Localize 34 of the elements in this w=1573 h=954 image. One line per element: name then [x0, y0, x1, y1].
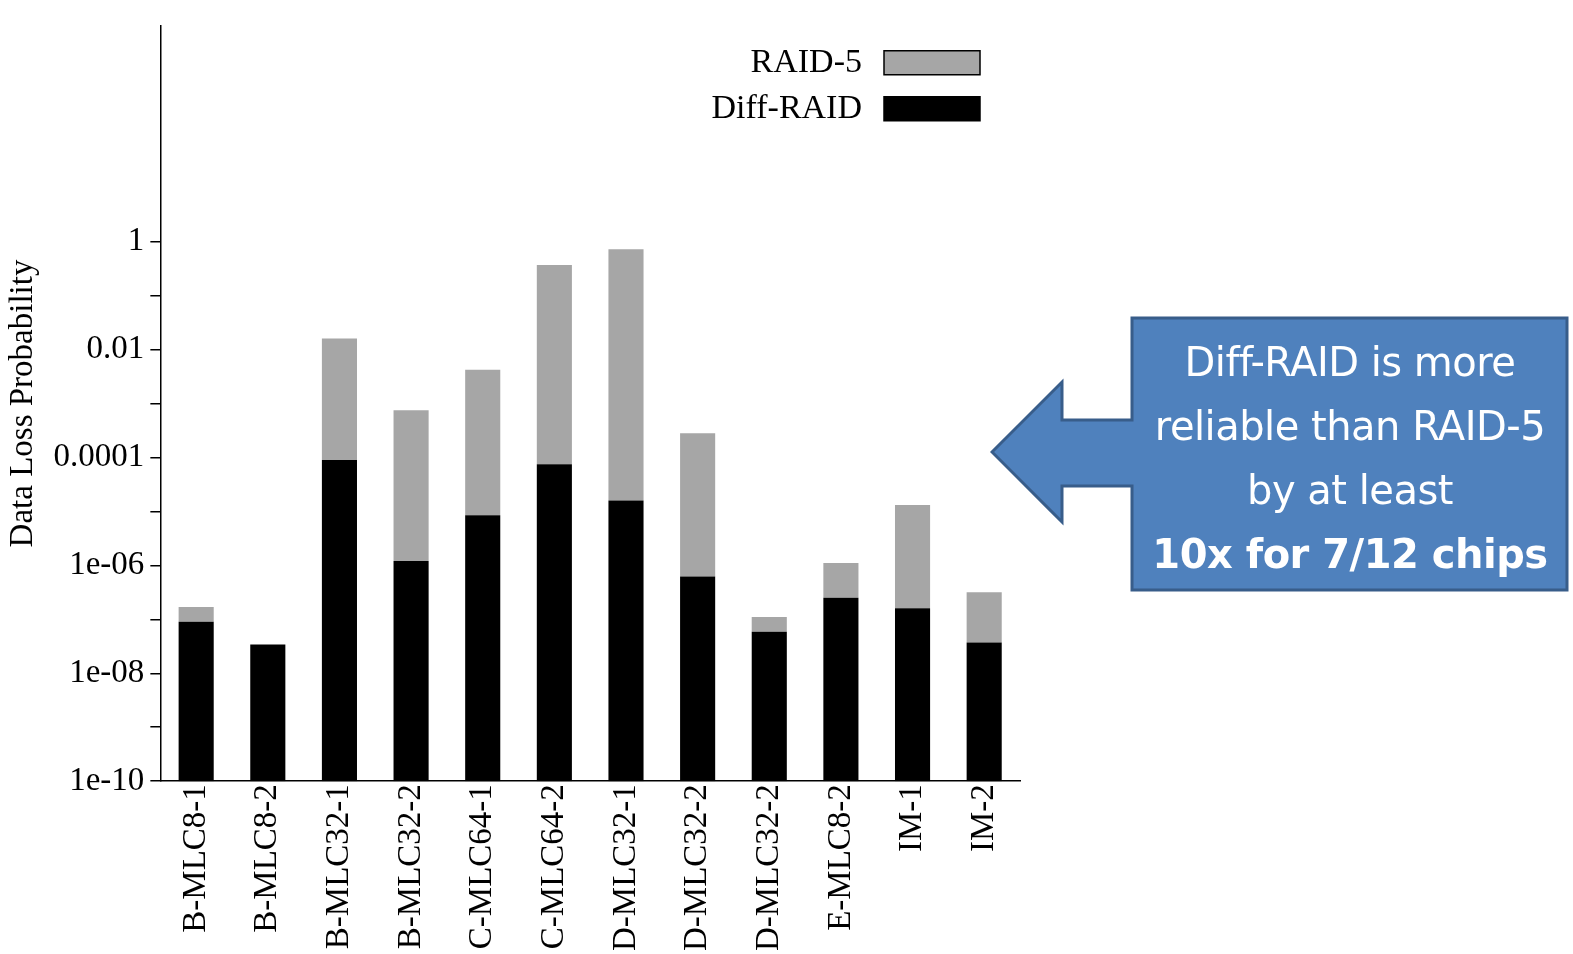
- x-tick-label: E-MLC8-2: [820, 784, 857, 931]
- bar: [536, 264, 572, 465]
- bar: [751, 617, 787, 632]
- y-tick-label: 1e-06: [69, 545, 145, 582]
- x-tick-label: D-MLC32-2: [677, 784, 714, 952]
- x-tick-label: C-MLC64-2: [534, 784, 571, 950]
- x-tick-label: C-MLC64-1: [462, 784, 499, 950]
- bar: [823, 563, 859, 598]
- x-tick-label: D-MLC32-1: [605, 784, 642, 952]
- y-tick-label: 0.01: [86, 329, 145, 366]
- x-tick-label: IM-2: [963, 784, 1000, 853]
- legend-label: Diff-RAID: [711, 87, 862, 125]
- bar: [680, 433, 716, 577]
- legend-label: RAID-5: [750, 41, 862, 79]
- y-tick-label: 1e-08: [69, 652, 145, 689]
- bar: [465, 369, 501, 516]
- y-tick-label: 0.0001: [53, 437, 145, 474]
- y-tick-label: 1: [127, 221, 145, 258]
- bar: [966, 592, 1002, 643]
- text: 10x for 7/12 chips: [1152, 531, 1548, 577]
- x-tick-label: B-MLC8-1: [175, 784, 212, 933]
- bar: [894, 504, 931, 609]
- x-tick-label: B-MLC32-1: [319, 784, 356, 950]
- bar: [608, 249, 644, 501]
- x-tick-label: D-MLC32-2: [748, 784, 785, 952]
- bar: [321, 338, 357, 460]
- y-tick-label: 1e-10: [69, 760, 145, 797]
- x-tick-label: B-MLC8-2: [247, 784, 284, 933]
- bar: [178, 606, 214, 622]
- x-tick-label: B-MLC32-2: [390, 784, 427, 950]
- y-axis-title: Data Loss Probability: [3, 259, 40, 548]
- bar: [393, 410, 429, 562]
- text: Diff-RAID is more reliable than RAID-5 by at least: [1154, 339, 1546, 513]
- x-tick-label: IM-1: [892, 784, 929, 853]
